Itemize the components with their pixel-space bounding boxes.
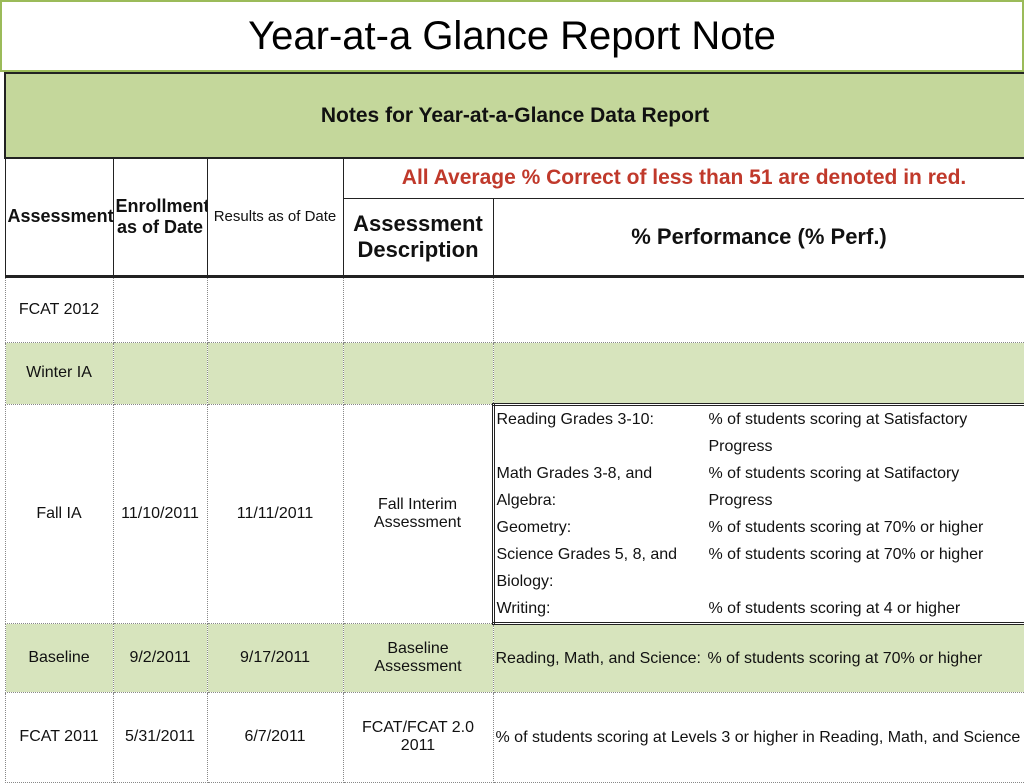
subject: Geometry: [496,518,572,536]
assessment-cell: Baseline [4,622,114,693]
row: Fall IA 11/10/2011 11/11/2011 Fall Interim … [4,402,1024,625]
header: Assessment [4,157,114,278]
measure: % of students scoring at Levels 3 or hig… [495,728,1021,746]
subject: Math Grades 3-8, and Algebra: [496,464,653,509]
subject: Writing: [496,599,551,617]
measure: % of students scoring at 4 or higher [708,599,961,617]
assessment-cell: Fall IA [4,403,114,624]
performance-line: % of students scoring at Levels 3 or hig… [496,724,1023,751]
subject: Reading Grades 3-10: [496,410,654,428]
results-cell: 11/11/2011 [206,403,344,624]
header: Assessment Description [342,197,494,278]
subject: Reading, Math, and Science: [495,649,701,667]
performance-cell: Reading Grades 3-10: % of students scorin… [491,402,1024,625]
table-caption: Notes for Year-at-a-Glance Data Report [3,72,1024,159]
enrollment-cell [112,341,208,405]
header: Enrollment as of Date [112,157,208,278]
measure: % of students scoring at 70% or higher [708,518,984,536]
performance-line: Writing: % of students scoring at 4 or hi… [496,595,1022,621]
performance-cell: Reading, Math, and Science: % of students… [492,622,1024,693]
subject: Science Grades 5, 8, and Biology: [496,545,678,590]
description-cell: Fall Interim Assessment [342,403,494,624]
performance-cell: % of students scoring at Levels 3 or hig… [492,691,1024,783]
slide-title: Year-at-a Glance Report Note [0,0,1024,72]
performance-line: Math Grades 3-8, and Algebra: % of studen… [497,460,1022,514]
performance-line: Reading, Math, and Science: % of students… [496,645,1023,672]
report-table: Notes for Year-at-a-Glance Data Report A… [3,72,1024,783]
enrollment-cell: 5/31/2011 [112,691,208,783]
measure: % of students scoring at Satifactory Pro… [708,464,960,509]
rows: FCAT 2012 Winter IA Fall IA 11/10/2011 11/11… [4,275,1024,783]
description-cell: Baseline Assessment [342,622,494,693]
results-cell [206,275,344,343]
measure: % of students scoring at Satisfactory Pr… [708,410,968,455]
performance-line: Geometry: % of students scoring at 70% or… [497,514,1022,541]
row: FCAT 2012 [4,275,1024,343]
assessment-cell: Winter IA [4,341,114,405]
row: Baseline 9/2/2011 9/17/2011 Baseline Assess… [4,622,1024,693]
row: FCAT 2011 5/31/2011 6/7/2011 FCAT/FCAT 2.0 … [4,691,1024,783]
results-cell: 6/7/2011 [206,691,344,783]
description-cell [342,341,494,405]
performance-cell [492,275,1024,343]
measure: % of students scoring at 70% or higher [707,649,983,667]
enrollment-cell: 11/10/2011 [112,403,208,624]
header: % Performance (% Perf.) [492,197,1024,278]
red-note: All Average % Correct of less than 51 ar… [342,157,1024,199]
row: Winter IA [4,341,1024,405]
description-cell: FCAT/FCAT 2.0 2011 [342,691,494,783]
performance-line: Reading Grades 3-10: % of students scorin… [496,407,1022,460]
results-cell: 9/17/2011 [206,622,344,693]
measure: % of students scoring at 70% or higher [708,545,984,563]
assessment-cell: FCAT 2011 [4,691,114,783]
performance-cell [492,341,1024,405]
header: Results as of Date [206,157,344,278]
assessment-cell: FCAT 2012 [4,275,114,343]
enrollment-cell: 9/2/2011 [112,622,208,693]
results-cell [206,341,344,405]
enrollment-cell [112,275,208,343]
performance-line: Science Grades 5, 8, and Biology: % of st… [497,541,1022,595]
description-cell [342,275,494,343]
